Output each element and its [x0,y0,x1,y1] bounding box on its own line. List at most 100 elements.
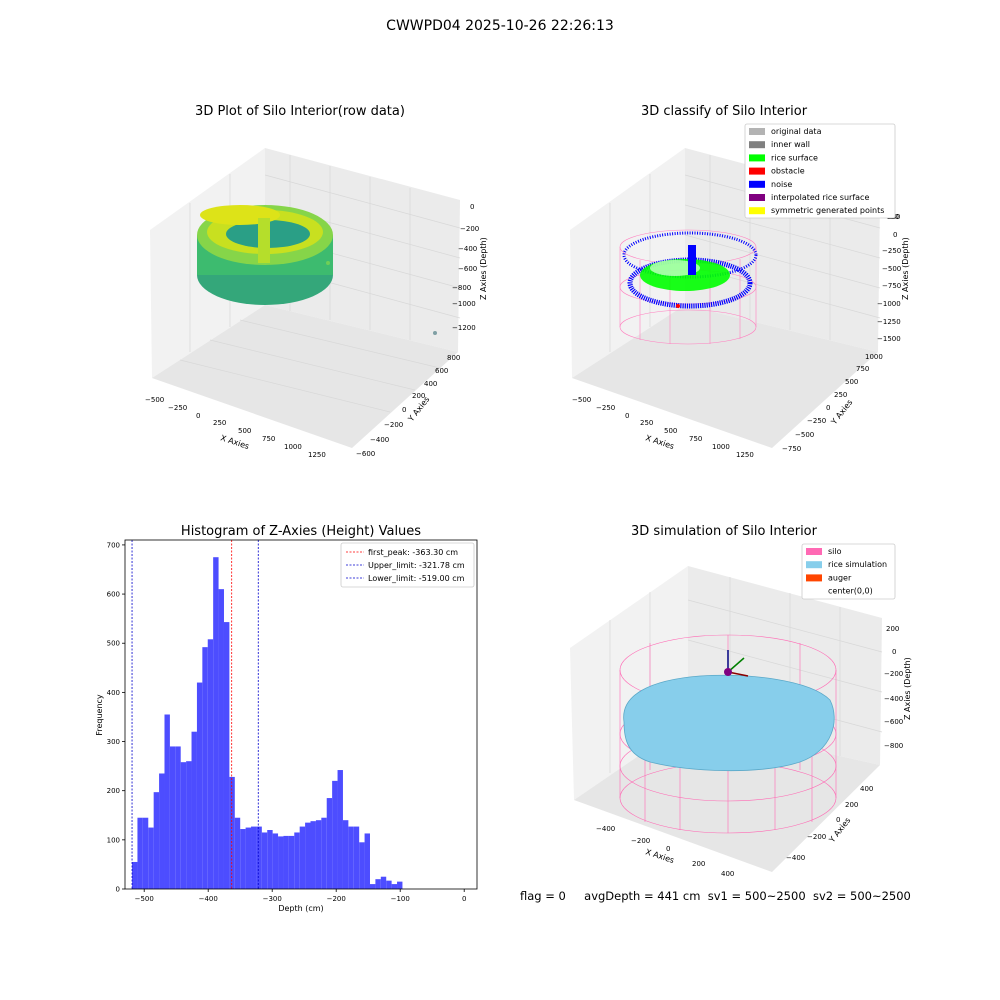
legend-label: obstacle [771,167,805,176]
histogram-vlines [131,540,259,889]
histogram-x-tick-label: −200 [327,895,346,903]
svg-text:−400: −400 [596,825,615,833]
legend-swatch [806,574,822,582]
svg-text:−400: −400 [458,245,477,253]
histogram-bar [397,881,403,889]
histogram-bar [196,682,203,889]
svg-text:−800: −800 [452,284,471,292]
histogram-bar [321,817,327,889]
legend-swatch [749,167,765,175]
svg-text:1250: 1250 [308,451,326,459]
panel4-legend: silo rice simulation auger center(0,0) [801,543,896,600]
panel2-xlabel: X Axies [644,433,675,451]
svg-text:−400: −400 [786,854,805,862]
legend-label: auger [828,573,852,582]
histogram-bar [288,835,295,889]
histogram-bar [164,714,170,889]
histogram-bar [240,829,246,889]
panel2-zlabel: Z Axies (Depth) [901,237,910,300]
histogram-bar [159,773,165,889]
histogram-bar [305,822,311,889]
svg-text:250: 250 [834,391,847,399]
panel1-3d-plot: −500 −250 0 250 500 750 1000 1250 −600 −… [145,148,488,459]
histogram-bar [283,835,289,889]
svg-text:500: 500 [238,427,251,435]
histogram-y-tick-label: 300 [107,738,120,746]
svg-text:−800: −800 [884,742,903,750]
svg-text:1000: 1000 [284,443,302,451]
legend-label: center(0,0) [828,587,873,596]
svg-text:1250: 1250 [736,451,754,459]
histogram-bar [278,836,284,889]
legend-swatch [806,548,822,555]
legend-label: symmetric generated points [771,206,884,215]
svg-text:800: 800 [447,354,460,362]
legend-label: rice simulation [828,560,887,569]
svg-text:0: 0 [402,406,406,414]
legend-label: interpolated rice surface [771,193,869,202]
panel4-xlabel: X Axies [644,847,675,865]
svg-text:0: 0 [625,412,629,420]
histogram-bar [245,827,252,889]
histogram-bar [175,746,181,889]
svg-text:400: 400 [424,380,437,388]
histogram-bar [391,884,398,889]
svg-text:400: 400 [721,870,734,878]
histogram-y-tick-label: 600 [107,591,120,599]
legend-swatch [806,561,822,569]
panel4-tick-labels: −400 −200 0 200 400 −400 −200 0 200 400 … [596,625,903,878]
svg-text:−200: −200 [884,670,903,678]
svg-text:1000: 1000 [712,443,730,451]
histogram-y-ticks: 0 100 200 300 400 500 600 700 [107,541,125,894]
svg-text:−400: −400 [370,436,389,444]
svg-text:−250: −250 [596,404,615,412]
histogram-bar [337,770,343,889]
histogram-bar [169,746,176,889]
histogram-bar [213,557,219,889]
histogram-bar [223,622,230,889]
histogram-chart: −500 −400 −300 −200 −100 0 0 100 200 300 400 500 60… [95,539,478,913]
svg-text:0: 0 [666,845,670,853]
legend-label: noise [771,180,792,189]
histogram-bar [369,884,376,889]
histogram-xlabel: Depth (cm) [278,904,323,913]
svg-text:200: 200 [886,625,899,633]
histogram-x-tick-label: −500 [135,895,154,903]
panel2-title: 3D classify of Silo Interior [640,104,808,119]
histogram-bar [326,798,333,889]
svg-text:750: 750 [689,435,702,443]
svg-text:−1000: −1000 [877,300,901,308]
histogram-bar [348,826,354,889]
histogram-bar [229,776,235,889]
svg-text:0: 0 [470,203,474,211]
svg-text:400: 400 [860,785,873,793]
svg-text:−250: −250 [807,417,826,425]
histogram-bar [310,821,316,889]
histogram-bar [267,830,273,889]
svg-text:750: 750 [856,365,869,373]
histogram-bar [234,817,241,889]
panel2-tick-labels: −500 −250 0 250 500 750 1000 1250 −750 −… [572,213,901,459]
svg-text:−500: −500 [795,431,814,439]
histogram-y-tick-label: 400 [107,689,120,697]
histogram-bar [153,792,160,889]
histogram-x-ticks: −500 −400 −300 −200 −100 0 [135,889,466,903]
histogram-bar [375,879,381,889]
svg-text:250: 250 [213,419,226,427]
histogram-bar [359,842,365,889]
histogram-bar [299,826,306,889]
histogram-bar [294,832,300,889]
svg-text:0: 0 [196,412,200,420]
histogram-bar [386,880,392,889]
histogram-bar [218,589,224,889]
svg-text:500: 500 [664,427,677,435]
sv1-text: sv1 = 500~2500 [707,889,806,903]
svg-text:−600: −600 [356,450,375,458]
histogram-legend-label: first_peak: -363.30 cm [368,548,458,557]
svg-text:750: 750 [262,435,275,443]
legend-label: rice surface [771,153,818,162]
histogram-x-tick-label: 0 [462,895,466,903]
legend-swatch [749,207,765,215]
svg-text:−200: −200 [460,225,479,233]
svg-text:1000: 1000 [865,353,883,361]
